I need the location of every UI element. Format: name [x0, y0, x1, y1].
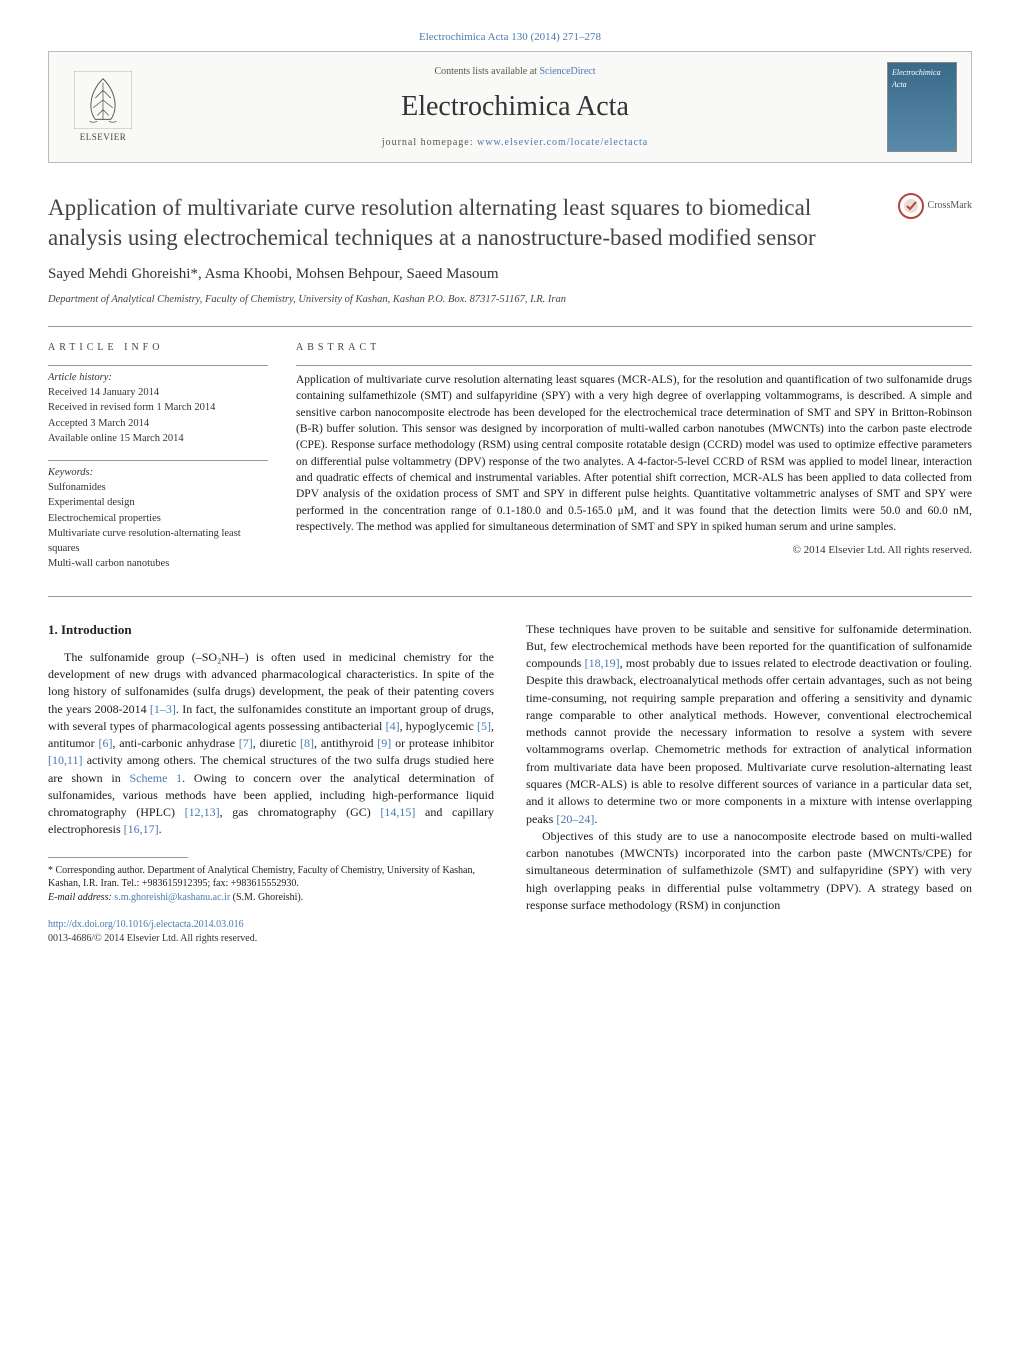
issn-copyright: 0013-4686/© 2014 Elsevier Ltd. All right…	[48, 932, 494, 946]
article-title: Application of multivariate curve resolu…	[48, 193, 898, 252]
journal-header: ELSEVIER Contents lists available at Sci…	[48, 51, 972, 163]
elsevier-tree-icon	[74, 71, 132, 129]
abstract-copyright: © 2014 Elsevier Ltd. All rights reserved…	[296, 543, 972, 558]
intro-paragraph-1: The sulfonamide group (–SO₂NH–) is often…	[48, 649, 494, 839]
abstract-label: ABSTRACT	[296, 341, 972, 355]
divider	[48, 326, 972, 327]
intro-paragraph-2: These techniques have proven to be suita…	[526, 621, 972, 915]
journal-reference: Electrochimica Acta 130 (2014) 271–278	[48, 30, 972, 45]
author-list: Sayed Mehdi Ghoreishi*, Asma Khoobi, Moh…	[48, 264, 972, 285]
section-heading-introduction: 1. Introduction	[48, 621, 494, 639]
email-link[interactable]: s.m.ghoreishi@kashanu.ac.ir	[114, 892, 230, 903]
journal-ref-link[interactable]: Electrochimica Acta 130 (2014) 271–278	[419, 31, 601, 43]
crossmark-icon	[898, 193, 924, 219]
journal-homepage: journal homepage: www.elsevier.com/locat…	[143, 136, 887, 150]
doi-line: http://dx.doi.org/10.1016/j.electacta.20…	[48, 918, 494, 932]
journal-name: Electrochimica Acta	[143, 87, 887, 126]
article-info-label: ARTICLE INFO	[48, 341, 268, 355]
journal-cover-thumbnail: Electrochimica Acta	[887, 62, 957, 152]
publisher-name: ELSEVIER	[80, 131, 127, 144]
sciencedirect-link[interactable]: ScienceDirect	[539, 66, 595, 77]
corresponding-author-footnote: * Corresponding author. Department of An…	[48, 864, 494, 905]
article-history: Article history: Received 14 January 201…	[48, 365, 268, 446]
divider	[48, 596, 972, 597]
keywords-block: Keywords: Sulfonamides Experimental desi…	[48, 460, 268, 572]
elsevier-logo: ELSEVIER	[63, 71, 143, 144]
affiliation: Department of Analytical Chemistry, Facu…	[48, 293, 972, 308]
contents-available: Contents lists available at ScienceDirec…	[143, 65, 887, 79]
footnote-separator	[48, 857, 188, 858]
crossmark-badge[interactable]: CrossMark	[898, 193, 972, 219]
homepage-link[interactable]: www.elsevier.com/locate/electacta	[477, 137, 648, 148]
abstract-text: Application of multivariate curve resolu…	[296, 365, 972, 535]
doi-link[interactable]: http://dx.doi.org/10.1016/j.electacta.20…	[48, 919, 244, 930]
